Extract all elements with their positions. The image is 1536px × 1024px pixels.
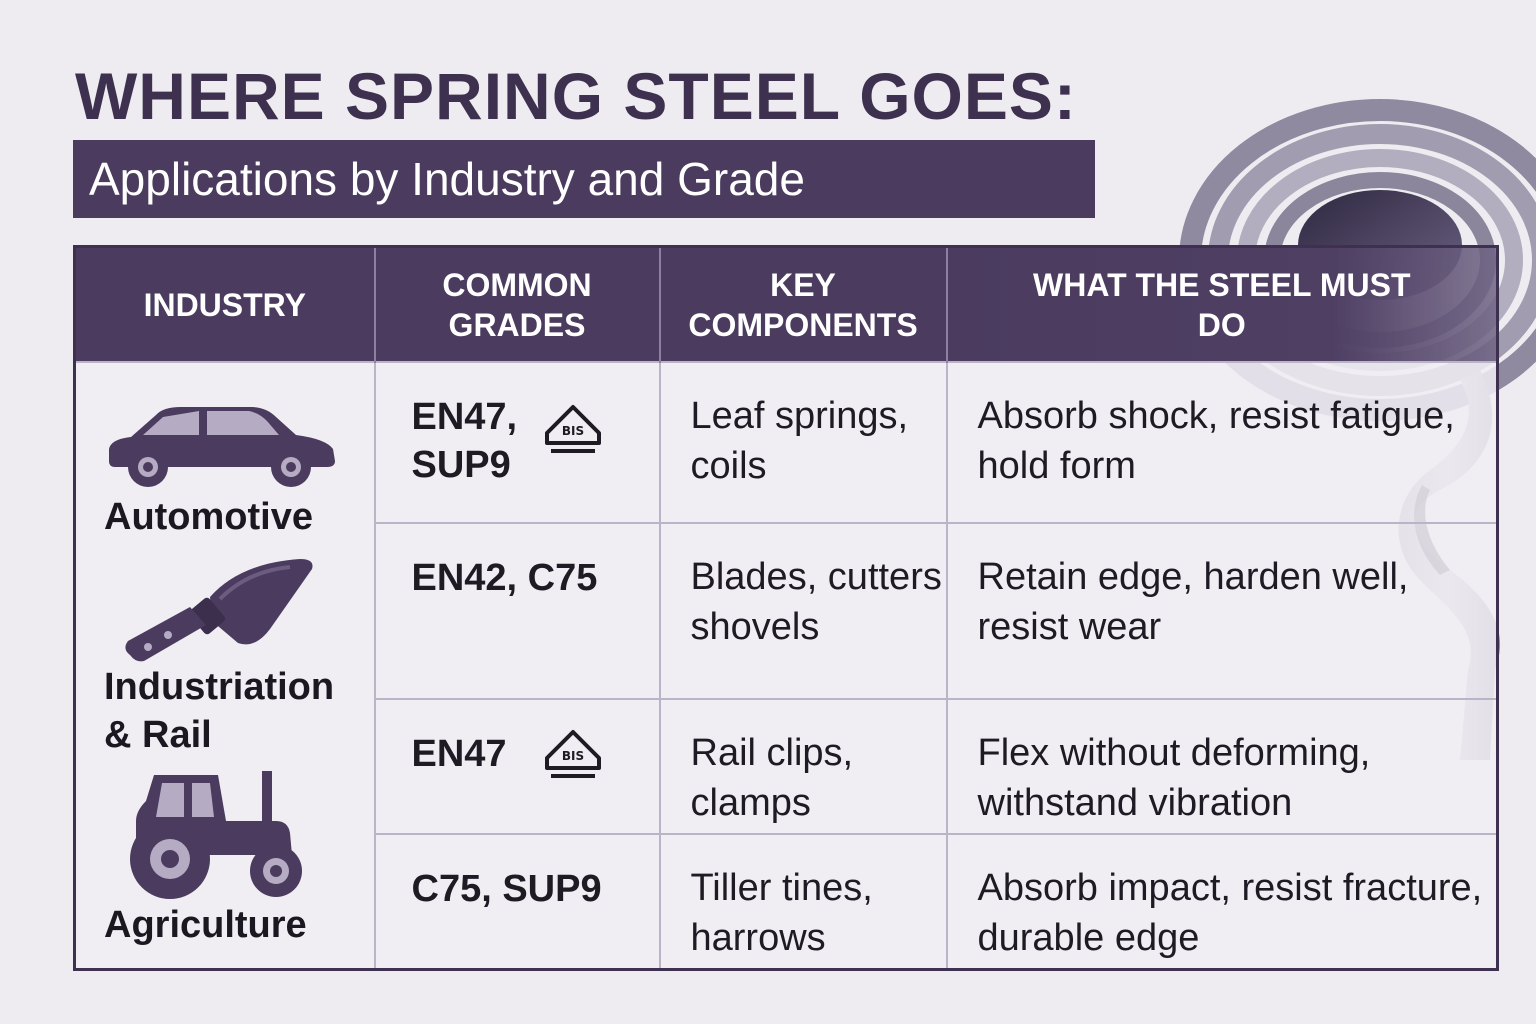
header-grades-line1: COMMON [442,266,592,303]
components-text: Leaf springs, coils [690,395,909,487]
requirements-cell: Absorb impact, resist fracture, durable … [945,832,1499,971]
requirements-text: Flex without deforming, withstand vibrat… [977,732,1371,825]
header-requirements-line2: DO [1197,306,1246,343]
industry-label-line2: & Rail [104,714,212,756]
header-common-grades: COMMON GRADES [374,246,661,362]
header-requirements-line1: WHAT THE STEEL MUST [1033,266,1411,303]
grades-cell: EN42, C75 [373,521,661,701]
page-title: WHERE SPRING STEEL GOES: [75,59,1077,133]
table-row: EN42, C75 Blades, cutters shovels Retain… [75,521,1499,701]
components-cell: Tiller tines, harrows [658,832,948,971]
header-requirements: WHAT THE STEEL MUST DO [946,246,1498,362]
header-key-components: KEY COMPONENTS [659,246,948,362]
grades-cell: EN47 BIS [373,698,661,835]
industry-column: Automotive Industriation & Rail [73,361,376,971]
components-cell: Leaf springs, coils [658,361,948,524]
bis-mark-text: BIS [561,424,583,438]
components-text: Rail clips, clamps [690,732,854,825]
header-industry-label: INDUSTRY [143,286,306,323]
header-components-line2: COMPONENTS [688,306,918,343]
grades-text: EN42, C75 [411,556,598,599]
header-components-line1: KEY [770,266,836,303]
header-industry: INDUSTRY [74,246,376,362]
grades-cell: EN47, SUP9 BIS [373,361,661,524]
grades-text: C75, SUP9 [411,867,602,910]
requirements-text: Absorb impact, resist fracture, durable … [977,866,1483,959]
knife-icon [125,559,313,662]
components-cell: Blades, cutters shovels [658,521,948,701]
bis-mark-icon: BIS [544,730,601,779]
industry-label-automotive: Automotive [104,496,313,538]
page-subtitle: Applications by Industry and Grade [73,140,1095,218]
industry-label-agriculture: Agriculture [104,904,307,946]
grades-cell: C75, SUP9 [373,832,661,971]
applications-table: INDUSTRY COMMON GRADES KEY COMPONENTS WH… [73,245,1499,971]
grades-text: EN47, SUP9 [412,393,518,489]
table-header-row: INDUSTRY COMMON GRADES KEY COMPONENTS WH… [74,246,1498,362]
table-row: EN47 BIS Rail clips, clamps Flex without… [75,698,1499,835]
industry-label-industrial-rail: Industriation & Rail [104,663,334,759]
requirements-cell: Absorb shock, resist fatigue, hold form [945,361,1499,524]
bis-mark-icon: BIS [544,405,601,453]
car-icon [109,407,335,487]
components-cell: Rail clips, clamps [658,698,948,835]
requirements-text: Retain edge, harden well, resist wear [977,555,1409,648]
industry-label-line1: Industriation [104,666,335,708]
header-grades-line2: GRADES [448,306,586,343]
grades-line1: EN47, [411,396,518,438]
requirements-text: Absorb shock, resist fatigue, hold form [977,395,1455,487]
table-row: C75, SUP9 Tiller tines, harrows Absorb i… [75,832,1499,971]
table-row: Automotive Industriation & Rail [73,361,1499,971]
requirements-cell: Flex without deforming, withstand vibrat… [945,698,1499,835]
components-text: Tiller tines, harrows [690,866,873,959]
components-text: Blades, cutters shovels [690,555,942,648]
bis-mark-text: BIS [561,749,583,763]
grades-text: EN47 [411,733,507,776]
requirements-cell: Retain edge, harden well, resist wear [945,521,1499,701]
grades-line2: SUP9 [411,444,511,486]
tractor-icon [130,771,302,899]
